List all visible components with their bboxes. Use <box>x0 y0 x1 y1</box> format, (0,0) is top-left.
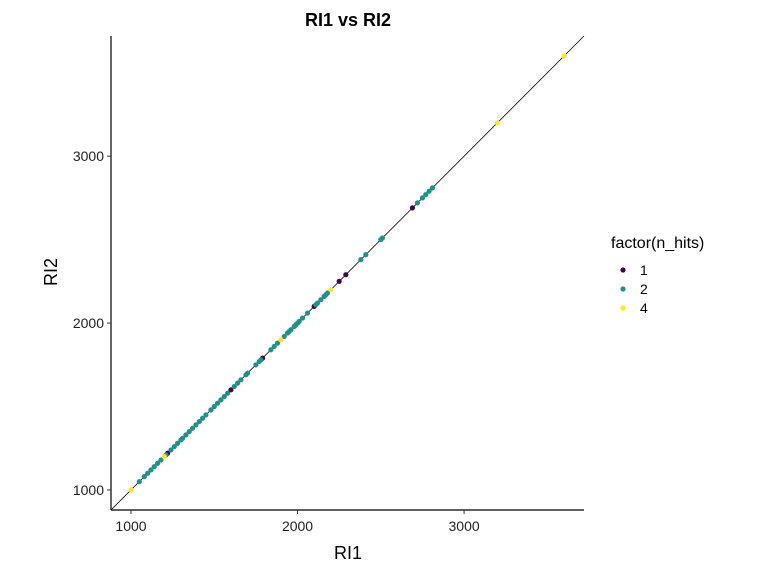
data-point-series-2 <box>423 191 429 198</box>
data-point-series-2 <box>175 440 181 446</box>
y-axis-ticks: 1000 2000 3000 <box>73 148 111 498</box>
data-point-series-2 <box>426 188 432 194</box>
data-point-series-2 <box>193 422 199 428</box>
data-point-series-4 <box>161 453 167 460</box>
legend-label-1: 1 <box>640 262 648 278</box>
y-tick-label: 2000 <box>73 315 104 331</box>
data-point-series-2 <box>274 340 281 346</box>
chart-title: RI1 vs RI2 <box>305 10 391 30</box>
data-point-series-2 <box>221 393 227 400</box>
data-point-series-2 <box>180 435 186 441</box>
data-point-series-2 <box>288 327 294 333</box>
data-point-series-2 <box>145 470 151 476</box>
data-point-series-2 <box>296 318 302 325</box>
data-point-series-2 <box>244 370 251 376</box>
legend-key-4 <box>620 305 626 311</box>
legend-key-1 <box>620 267 626 273</box>
legend-title: factor(n_hits) <box>611 235 704 252</box>
data-point-series-2 <box>234 380 241 386</box>
data-point-series-2 <box>304 310 311 316</box>
data-point-series-2 <box>281 333 287 340</box>
legend-items: 1 2 4 <box>620 262 648 316</box>
data-point-series-2 <box>358 257 364 263</box>
x-tick-label: 3000 <box>449 518 480 534</box>
data-point-series-2 <box>271 343 277 350</box>
y-tick-label: 1000 <box>73 482 104 498</box>
data-point-series-2 <box>203 412 209 418</box>
data-point-series-2 <box>258 357 264 363</box>
data-point-series-2 <box>314 300 321 306</box>
x-axis-ticks: 1000 2000 3000 <box>115 510 480 534</box>
data-point-series-1 <box>336 278 342 284</box>
x-axis-title: RI1 <box>334 543 362 563</box>
data-point-series-2 <box>253 362 259 368</box>
data-point-series-2 <box>231 383 237 390</box>
y-axis-title: RI2 <box>41 258 61 286</box>
data-points <box>128 53 567 493</box>
data-point-series-2 <box>224 390 231 396</box>
data-point-series-2 <box>151 464 157 470</box>
legend-label-2: 2 <box>640 281 648 297</box>
data-point-series-2 <box>238 377 244 383</box>
data-point-series-2 <box>148 467 154 473</box>
data-point-series-2 <box>211 403 217 410</box>
data-point-series-1 <box>409 205 416 211</box>
data-point-series-2 <box>318 297 324 303</box>
data-point-series-2 <box>136 479 142 485</box>
data-point-series-2 <box>186 428 192 435</box>
data-point-series-2 <box>324 290 331 296</box>
data-point-series-2 <box>200 415 206 421</box>
data-point-series-2 <box>155 460 161 466</box>
x-tick-label: 1000 <box>115 518 146 534</box>
data-point-series-2 <box>414 200 421 206</box>
data-point-series-2 <box>419 195 426 201</box>
data-point-series-2 <box>379 235 386 241</box>
data-point-series-2 <box>141 474 147 480</box>
data-point-series-4 <box>278 337 284 343</box>
data-point-series-1 <box>343 272 349 278</box>
data-point-series-2 <box>208 407 214 413</box>
legend: factor(n_hits) 1 2 4 <box>611 235 704 316</box>
data-point-series-2 <box>218 397 224 403</box>
data-point-series-2 <box>171 443 177 450</box>
legend-label-4: 4 <box>640 300 648 316</box>
data-point-series-2 <box>190 425 196 431</box>
data-point-series-4 <box>128 487 134 493</box>
data-point-series-2 <box>183 432 189 438</box>
data-point-series-2 <box>429 185 436 191</box>
data-point-series-2 <box>158 457 164 463</box>
data-point-series-2 <box>299 315 306 321</box>
data-point-series-2 <box>268 347 274 353</box>
data-point-series-4 <box>328 287 334 293</box>
x-tick-label: 2000 <box>282 518 313 534</box>
data-point-series-4 <box>561 53 567 59</box>
legend-key-2 <box>620 286 626 292</box>
data-point-series-2 <box>196 418 202 425</box>
data-point-series-1 <box>228 387 234 393</box>
data-point-series-4 <box>494 120 500 126</box>
plot-area: 1000 2000 3000 1000 2000 3000 <box>73 35 585 534</box>
data-point-series-2 <box>363 252 369 258</box>
y-tick-label: 3000 <box>73 148 104 164</box>
data-point-series-2 <box>214 400 221 406</box>
data-point-series-2 <box>168 447 174 453</box>
